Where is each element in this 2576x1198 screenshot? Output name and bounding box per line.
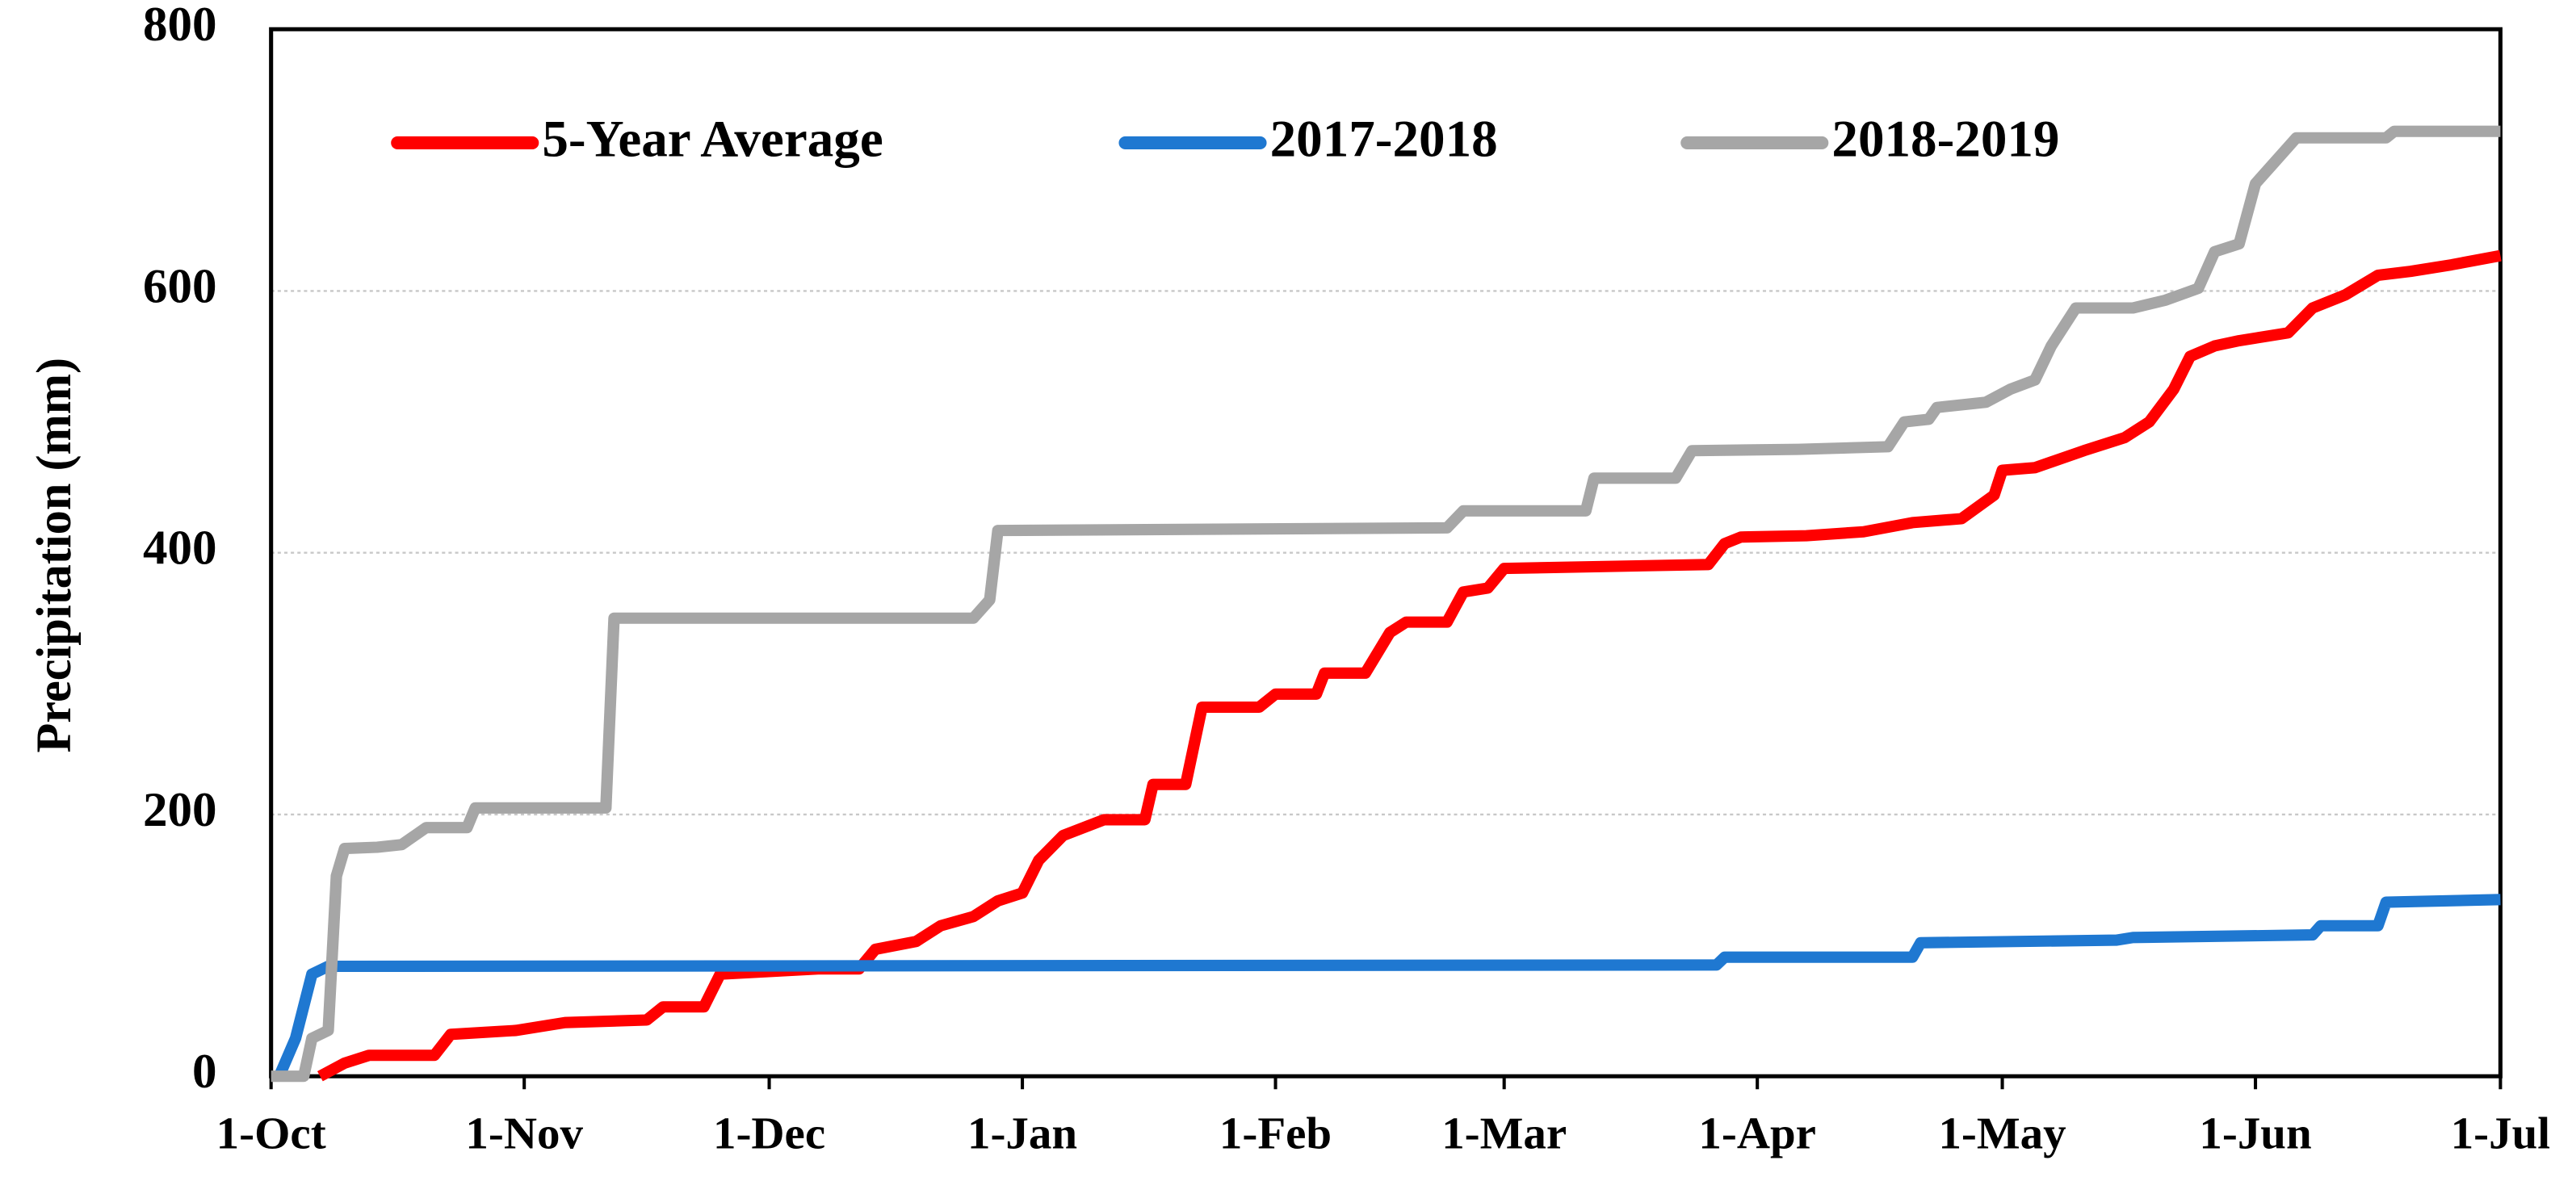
- x-tick-label: 1-Dec: [713, 1109, 825, 1159]
- y-axis-title: Precipitation (mm): [27, 358, 82, 753]
- plot-frame: [269, 27, 2503, 1079]
- series-line: [317, 249, 2502, 1082]
- x-tick-label: 1-Jan: [967, 1109, 1077, 1159]
- x-tick-label: 1-Jul: [2451, 1109, 2550, 1159]
- x-tick-label: 1-Apr: [1698, 1109, 1816, 1159]
- y-tick-label: 0: [192, 1045, 217, 1099]
- x-tick-label: 1-May: [1938, 1109, 2066, 1159]
- x-tick-label: 1-Jun: [2199, 1109, 2311, 1159]
- x-tick-label: 1-Nov: [465, 1109, 583, 1159]
- legend-label: 2018-2019: [1831, 110, 2059, 168]
- x-tick-label: 1-Feb: [1219, 1109, 1332, 1159]
- legend-label: 2017-2018: [1270, 110, 1498, 168]
- x-tick-label: 1-Oct: [216, 1109, 326, 1159]
- y-tick-label: 600: [143, 260, 217, 314]
- y-tick-label: 400: [143, 522, 217, 576]
- x-tick-label: 1-Mar: [1441, 1109, 1567, 1159]
- legend-label: 5-Year Average: [542, 110, 883, 168]
- series-line: [274, 894, 2501, 1079]
- series-line: [271, 125, 2501, 1083]
- y-tick-label: 200: [143, 783, 217, 837]
- y-tick-label: 800: [143, 0, 217, 52]
